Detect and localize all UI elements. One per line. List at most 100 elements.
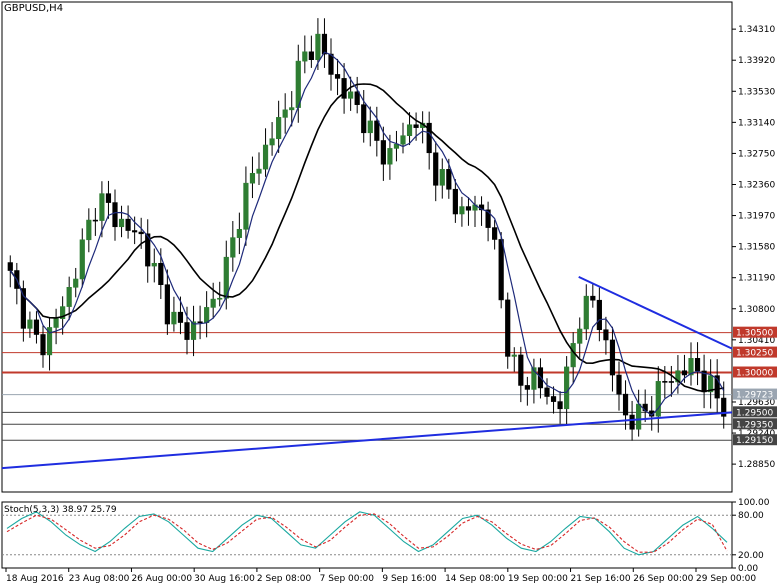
candle-body: [73, 278, 79, 288]
x-tick-label: 21 Sep 16:00: [571, 574, 631, 584]
candle-body: [721, 397, 727, 417]
level-price-label: 1.29150: [736, 436, 773, 446]
candle-body: [387, 148, 393, 165]
candle-body: [452, 188, 458, 215]
candle-body: [328, 53, 334, 75]
candle-body: [446, 169, 452, 190]
candle-body: [354, 91, 360, 105]
candle-body: [694, 358, 701, 372]
x-tick-label: 14 Sep 08:00: [445, 574, 505, 584]
candle-body: [302, 51, 308, 62]
candle-body: [400, 135, 406, 145]
candle-body: [308, 51, 314, 60]
y-tick-label: 1.31190: [738, 274, 775, 284]
candle-body: [20, 288, 26, 329]
y-tick-label: 1.30800: [738, 305, 775, 315]
x-tick-label: 23 Aug 08:00: [69, 574, 130, 584]
candle-body: [276, 117, 282, 140]
osc-y-tick-label: 0.00: [738, 564, 758, 574]
candle-body: [151, 262, 157, 267]
candle-body: [184, 322, 190, 340]
candle-body: [636, 403, 642, 430]
x-tick-label: 7 Sep 00:00: [320, 574, 375, 584]
x-tick-label: 26 Aug 00:00: [131, 574, 192, 584]
candle-body: [334, 74, 341, 79]
candle-body: [406, 124, 413, 136]
candle-body: [681, 370, 688, 376]
level-price-label: 1.29723: [736, 391, 773, 401]
candle-body: [204, 307, 210, 324]
candle-body: [570, 343, 576, 368]
candle-body: [465, 206, 472, 211]
candle-body: [583, 295, 589, 330]
candle-body: [439, 169, 445, 186]
candle-body: [164, 284, 170, 325]
candle-body: [105, 193, 112, 203]
candle-body: [348, 91, 354, 99]
y-tick-label: 1.32360: [738, 180, 775, 190]
y-tick-label: 1.28850: [738, 460, 775, 470]
candle-body: [708, 375, 714, 393]
candle-body: [158, 262, 164, 286]
candle-body: [675, 370, 681, 383]
trendline-support: [1, 411, 733, 470]
candle-body: [112, 202, 118, 228]
candle-body: [459, 206, 465, 215]
osc-y-tick-label: 100.00: [738, 498, 770, 508]
candle-body: [33, 319, 40, 335]
candle-body: [315, 33, 321, 60]
x-tick-label: 29 Sep 00:00: [696, 574, 756, 584]
candle-body: [230, 237, 236, 258]
y-tick-label: 1.33140: [738, 118, 775, 128]
moving-average-slow: [9, 83, 724, 393]
candle-body: [433, 152, 439, 186]
y-tick-label: 1.31580: [738, 243, 775, 253]
level-price-tag: [733, 326, 777, 338]
chart-title: GBPUSD,H4: [4, 3, 64, 14]
candle-body: [53, 318, 59, 328]
candle-body: [190, 321, 197, 340]
candle-body: [374, 120, 380, 141]
candle-body: [590, 295, 596, 301]
candle-body: [361, 104, 367, 134]
stochastic-main-line: [6, 511, 728, 556]
candle-body: [367, 120, 373, 134]
candle-body: [564, 366, 570, 410]
candle-body: [138, 231, 144, 235]
y-tick-label: 1.29630: [738, 398, 775, 408]
candle-body: [688, 358, 694, 376]
trendline-resistance: [578, 275, 733, 350]
candle-body: [662, 381, 668, 383]
candle-body: [609, 339, 616, 376]
candle-body: [629, 414, 635, 430]
level-price-label: 1.29500: [736, 408, 773, 418]
candle-body: [518, 354, 524, 386]
y-tick-label: 1.30410: [738, 336, 775, 346]
x-tick-label: 30 Aug 16:00: [194, 574, 255, 584]
candle-body: [426, 122, 432, 154]
candle-body: [262, 144, 269, 170]
candle-body: [622, 393, 629, 416]
level-price-tag: [733, 388, 777, 400]
candle-body: [492, 227, 498, 240]
y-tick-label: 1.31970: [738, 212, 775, 222]
candle-body: [485, 209, 491, 228]
candle-body: [289, 107, 295, 111]
moving-average-fast: [9, 51, 725, 416]
y-tick-label: 1.29240: [738, 429, 775, 439]
candle-body: [66, 287, 72, 307]
candle-body: [125, 218, 131, 231]
candle-body: [668, 381, 674, 383]
candle-body: [616, 374, 622, 395]
osc-y-tick-label: 20.00: [738, 551, 764, 561]
x-tick-label: 26 Sep 00:00: [633, 574, 693, 584]
candle-body: [171, 311, 177, 325]
candle-body: [380, 140, 386, 165]
candle-body: [99, 193, 105, 221]
candle-body: [210, 298, 216, 308]
candle-body: [92, 219, 98, 222]
x-tick-label: 19 Sep 00:00: [508, 574, 568, 584]
candle-body: [321, 33, 328, 55]
candle-body: [269, 138, 275, 146]
